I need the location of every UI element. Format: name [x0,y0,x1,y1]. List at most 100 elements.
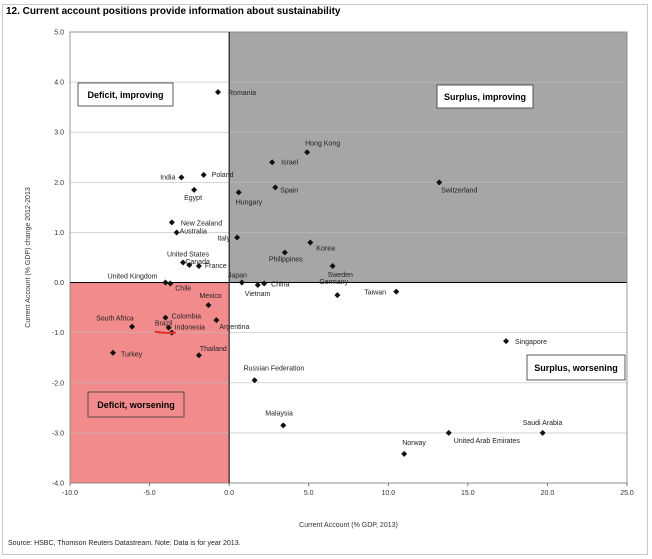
point-israel [269,159,276,166]
point-russian-federation [251,377,258,384]
point-label: Egypt [184,195,202,202]
point-label: Turkey [121,352,143,359]
quadrant-label-box [436,84,534,109]
point-canada [186,262,193,269]
x-tick-label: -5.0 [144,490,156,497]
point-singapore [503,338,510,345]
point-label: Germany [319,279,348,286]
y-tick-label: -4.0 [52,481,64,488]
point-new-zealand [168,219,175,226]
point-label: Romania [228,90,256,97]
source-note: Source: HSBC, Thomson Reuters Datastream… [8,540,241,547]
point-romania [215,89,222,96]
chart-frame [2,4,648,555]
point-label: France [205,263,227,270]
point-label: India [160,174,175,181]
point-united-states [179,259,186,266]
point-vietnam [254,282,261,289]
x-axis-title: Current Account (% GDP, 2013) [299,522,398,529]
quadrant-label: Deficit, improving [87,90,163,100]
point-label: China [271,282,289,289]
point-label: Argentina [219,324,249,331]
point-turkey [109,349,116,356]
point-label: Colombia [171,314,201,321]
point-australia [173,229,180,236]
y-tick-label: 1.0 [54,230,64,237]
point-label: New Zealand [181,220,222,227]
quadrant-label-box [87,391,185,418]
quadrant-label: Surplus, improving [444,92,526,102]
quadrant-1 [229,32,627,283]
point-norway [401,450,408,457]
point-label: Philippines [269,256,303,263]
y-tick-label: 4.0 [54,80,64,87]
point-spain [272,184,279,191]
point-united-kingdom [162,279,169,286]
point-korea [307,239,314,246]
x-tick-label: 10.0 [381,490,395,497]
y-tick-label: 2.0 [54,180,64,187]
labels-layer: Deficit, improving Surplus, improving Defi… [77,82,626,447]
point-hungary [235,189,242,196]
brazil-highlight-mark [154,330,176,334]
point-label: Chile [175,286,191,293]
plot-border [69,31,628,484]
x-tick-label: -10.0 [62,490,78,497]
point-argentina [213,317,220,324]
point-france [195,263,202,270]
point-label: Korea [316,245,335,252]
point-label: Saudi Arabia [523,420,563,427]
x-tick-label: 5.0 [304,490,314,497]
quadrant-label-box [526,354,626,381]
y-tick-label: -1.0 [52,330,64,337]
point-indonesia [165,324,172,331]
point-label: Japan [228,273,247,280]
point-japan [238,279,245,286]
point-poland [200,171,207,178]
point-label: Poland [212,172,234,179]
x-tick-label: 15.0 [461,490,475,497]
point-label: Russian Federation [244,365,305,372]
point-colombia [162,314,169,321]
point-label: Indonesia [175,325,205,332]
chart-title: 12. Current account positions provide in… [6,6,341,17]
point-label: Canada [185,259,210,266]
y-tick-label: 5.0 [54,30,64,37]
point-label: Italy [217,235,230,242]
quadrant-label-box [77,82,174,107]
point-taiwan [393,288,400,295]
point-thailand [195,352,202,359]
point-label: Norway [402,440,426,447]
x-tick-label: 20.0 [541,490,555,497]
point-china [261,280,268,287]
point-saudi-arabia [539,429,546,436]
point-label: Switzerland [441,187,477,194]
point-label: Spain [280,187,298,194]
point-label: Singapore [515,339,547,346]
axes-layer: 5.0 4.0 3.0 2.0 1.0 0.0 -1.0 -2.0 -3.0 -4.0 -10.0 -… [25,30,634,530]
quadrant-label: Surplus, worsening [534,363,618,373]
point-sweden [329,263,336,270]
point-label: Brazil [155,321,173,328]
point-label: United Kingdom [108,274,158,281]
point-label: Hungary [236,199,263,206]
point-hong-kong [304,149,311,156]
point-label: Mexico [199,293,221,300]
point-label: Sweden [328,272,353,279]
y-tick-label: 3.0 [54,130,64,137]
point-label: Thailand [200,346,227,353]
point-label: United States [167,252,210,259]
point-italy [234,234,241,241]
point-mexico [205,302,212,309]
point-chile [167,280,174,287]
point-label: United Arab Emirates [454,438,521,445]
y-tick-label: -3.0 [52,430,64,437]
point-germany [334,292,341,299]
point-south-africa [129,323,136,330]
points-layer [109,89,546,457]
point-label: Australia [180,228,207,235]
point-label: Malaysia [265,410,293,417]
point-switzerland [436,179,443,186]
point-label: Hong Kong [305,140,340,147]
